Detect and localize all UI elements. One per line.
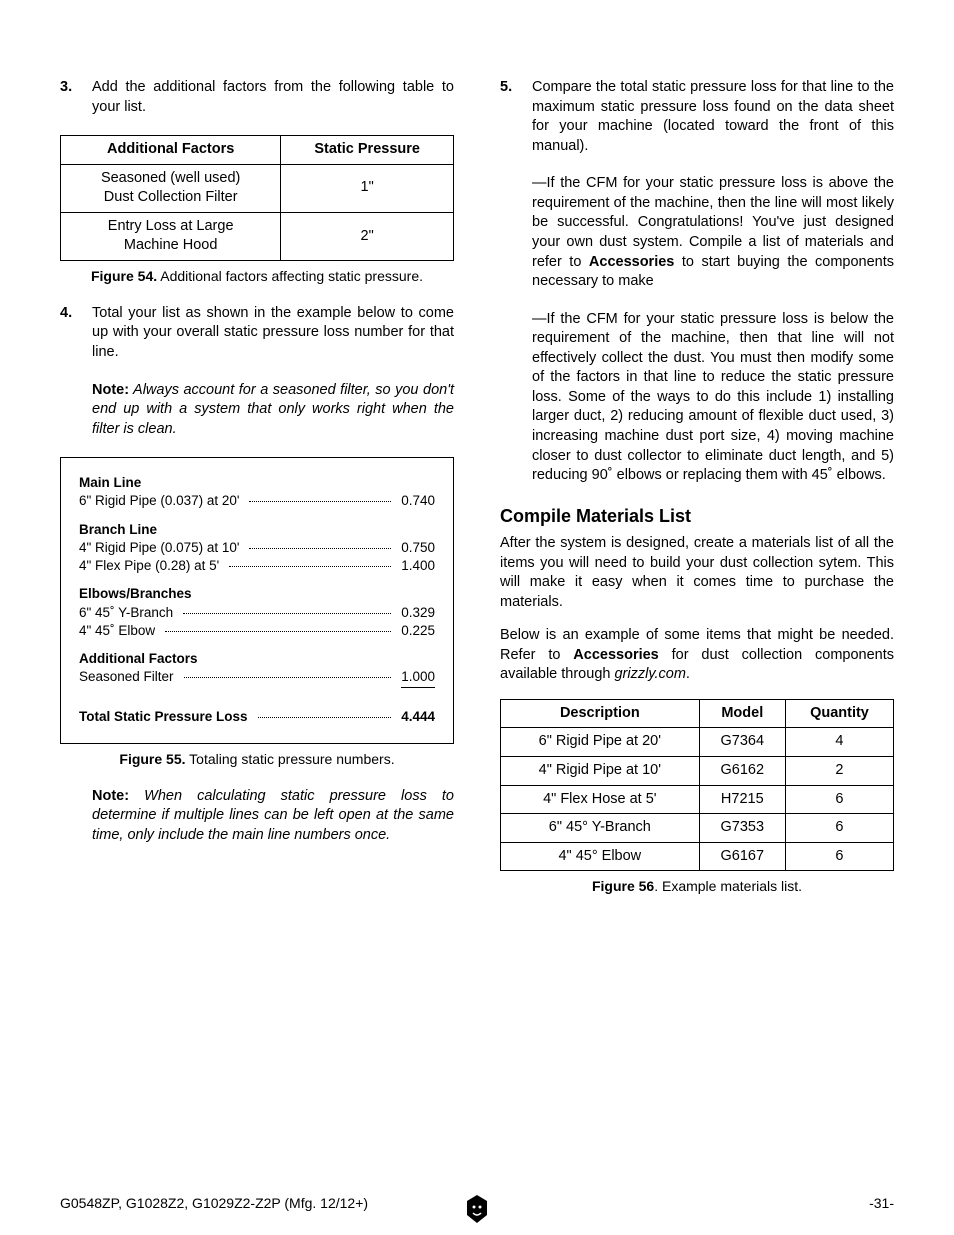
table-cell: 6" 45° Y-Branch <box>501 814 700 843</box>
calc-row: 4" 45˚ Elbow0.225 <box>79 622 435 640</box>
table-materials-list: Description Model Quantity 6" Rigid Pipe… <box>500 699 894 871</box>
calc-total-row: Total Static Pressure Loss 4.444 <box>79 708 435 726</box>
step-text: Compare the total static pressure loss f… <box>532 78 894 156</box>
table-cell: 6 <box>785 814 893 843</box>
table-cell: Seasoned (well used) Dust Collection Fil… <box>61 164 281 212</box>
table-row: 6" Rigid Pipe at 20'G73644 <box>501 728 894 757</box>
footer-page: -31- <box>869 1194 894 1213</box>
figure-56-caption: Figure 56. Example materials list. <box>500 877 894 896</box>
step-number: 4. <box>60 304 92 363</box>
table-cell: 4" 45° Elbow <box>501 842 700 871</box>
step-text: Total your list as shown in the example … <box>92 304 454 363</box>
figure-55-caption: Figure 55. Totaling static pressure numb… <box>60 750 454 769</box>
table-header: Description <box>501 699 700 728</box>
table-row: 4" Flex Hose at 5'H72156 <box>501 785 894 814</box>
figure-54-caption: Figure 54. Additional factors affecting … <box>60 267 454 286</box>
table-additional-factors: Additional Factors Static Pressure Seaso… <box>60 135 454 261</box>
table-cell: 6 <box>785 842 893 871</box>
calculation-box: Main Line6" Rigid Pipe (0.037) at 20'0.7… <box>60 457 454 743</box>
footer-model: G0548ZP, G1028Z2, G1029Z2-Z2P (Mfg. 12/1… <box>60 1194 368 1213</box>
step-3: 3. Add the additional factors from the f… <box>60 78 454 117</box>
calc-row: 6" Rigid Pipe (0.037) at 20'0.740 <box>79 492 435 510</box>
right-column: 5. Compare the total static pressure los… <box>500 78 894 914</box>
step-4: 4. Total your list as shown in the examp… <box>60 304 454 363</box>
table-cell: 1" <box>281 164 454 212</box>
calc-total-label: Total Static Pressure Loss <box>79 708 248 726</box>
table-cell: 6" Rigid Pipe at 20' <box>501 728 700 757</box>
step-number: 5. <box>500 78 532 156</box>
bullet-cfm-above: —If the CFM for your static pressure los… <box>532 174 894 291</box>
calc-total-value: 4.444 <box>401 708 435 726</box>
paragraph: Below is an example of some items that m… <box>500 626 894 685</box>
calc-section-title: Main Line <box>79 474 435 492</box>
calc-section-title: Additional Factors <box>79 650 435 668</box>
table-header: Quantity <box>785 699 893 728</box>
note-2: Note: When calculating static pressure l… <box>92 787 454 846</box>
calc-row: Seasoned Filter1.000 <box>79 668 435 688</box>
table-cell: 4" Rigid Pipe at 10' <box>501 757 700 786</box>
bullet-cfm-below: —If the CFM for your static pressure los… <box>532 310 894 486</box>
table-cell: 2 <box>785 757 893 786</box>
table-cell: G6167 <box>699 842 785 871</box>
calc-row: 4" Flex Pipe (0.28) at 5'1.400 <box>79 557 435 575</box>
step-5: 5. Compare the total static pressure los… <box>500 78 894 156</box>
table-cell: Entry Loss at Large Machine Hood <box>61 212 281 260</box>
step-text: Add the additional factors from the foll… <box>92 78 454 117</box>
heading-compile-materials: Compile Materials List <box>500 504 894 528</box>
table-cell: G7353 <box>699 814 785 843</box>
table-row: 4" 45° ElbowG61676 <box>501 842 894 871</box>
step-number: 3. <box>60 78 92 117</box>
table-cell: 2" <box>281 212 454 260</box>
table-cell: 6 <box>785 785 893 814</box>
left-column: 3. Add the additional factors from the f… <box>60 78 454 914</box>
grizzly-logo-icon <box>463 1193 491 1225</box>
table-row: 4" Rigid Pipe at 10'G61622 <box>501 757 894 786</box>
note-1: Note: Always account for a seasoned filt… <box>92 381 454 440</box>
table-cell: G7364 <box>699 728 785 757</box>
calc-row: 6" 45˚ Y-Branch0.329 <box>79 604 435 622</box>
table-header: Additional Factors <box>61 136 281 165</box>
table-header: Static Pressure <box>281 136 454 165</box>
table-row: 6" 45° Y-BranchG73536 <box>501 814 894 843</box>
calc-row: 4" Rigid Pipe (0.075) at 10'0.750 <box>79 539 435 557</box>
table-cell: H7215 <box>699 785 785 814</box>
calc-section-title: Elbows/Branches <box>79 585 435 603</box>
paragraph: After the system is designed, create a m… <box>500 534 894 612</box>
table-cell: 4" Flex Hose at 5' <box>501 785 700 814</box>
calc-section-title: Branch Line <box>79 521 435 539</box>
table-cell: 4 <box>785 728 893 757</box>
table-header: Model <box>699 699 785 728</box>
table-cell: G6162 <box>699 757 785 786</box>
